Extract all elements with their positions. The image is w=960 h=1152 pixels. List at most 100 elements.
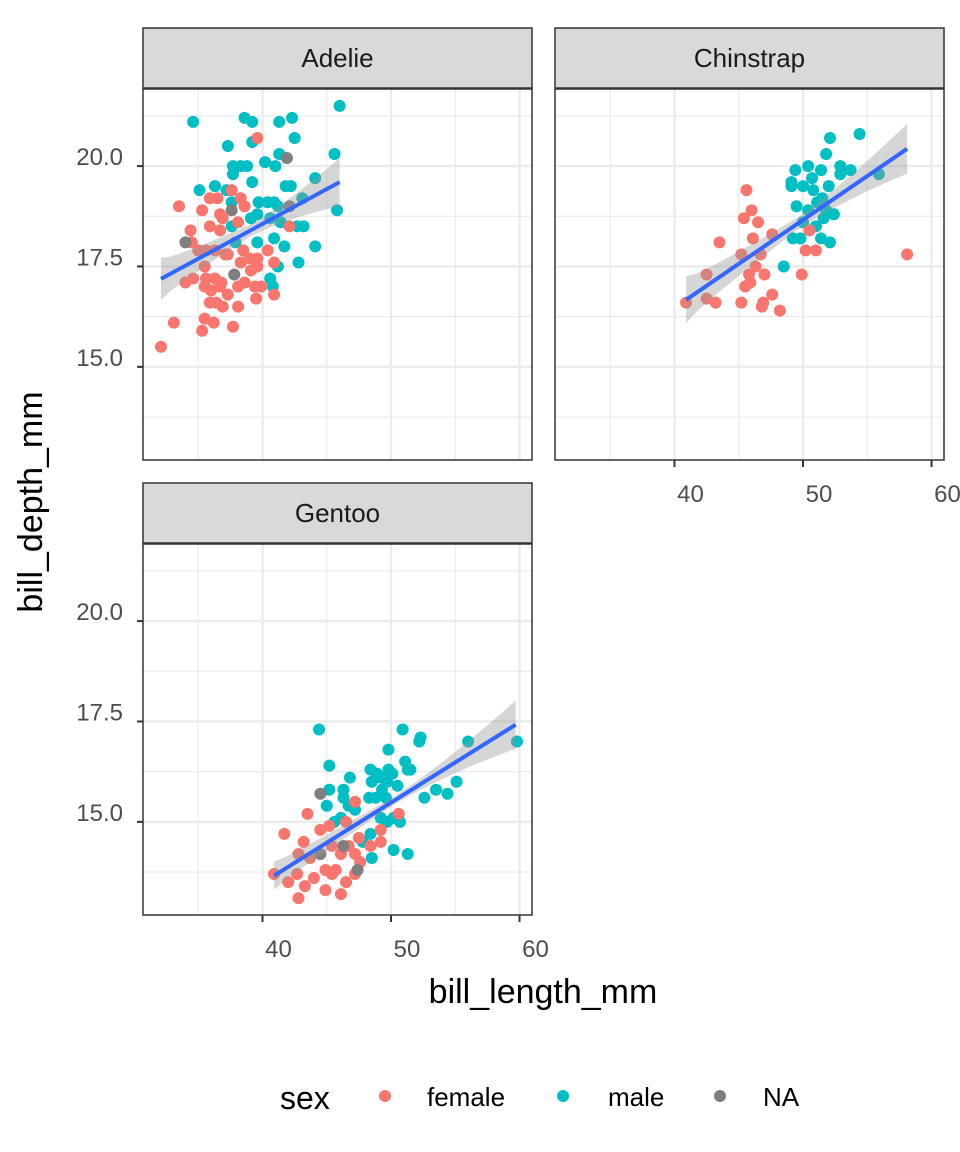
data-point-female: [225, 184, 238, 197]
data-point-male: [387, 843, 400, 856]
data-point-female: [364, 839, 377, 852]
data-point-male: [313, 723, 326, 736]
data-point-male: [806, 172, 819, 185]
data-point-male: [320, 799, 333, 812]
data-point-male: [241, 160, 254, 173]
data-point-na: [314, 787, 327, 800]
data-point-female: [744, 276, 757, 289]
data-point-male: [328, 148, 341, 161]
data-point-female: [232, 216, 245, 229]
regression-line: [273, 722, 517, 878]
panel-gentoo: Gentoo 15.0 17.5 20.0 40 50 60: [76, 482, 549, 963]
data-point-female: [154, 340, 167, 353]
data-point-female: [374, 823, 387, 836]
data-point-female: [349, 795, 362, 808]
data-point-male: [187, 115, 200, 128]
x-tick-label: 50: [394, 936, 421, 963]
data-point-male: [824, 236, 837, 249]
data-point-male: [309, 240, 322, 253]
data-point-male: [430, 783, 443, 796]
data-point-female: [250, 292, 263, 305]
data-point-female: [323, 819, 336, 832]
data-point-male: [221, 140, 234, 153]
data-point-female: [232, 300, 245, 313]
facet-strip-label: Chinstrap: [694, 43, 805, 73]
data-point-male: [404, 763, 417, 776]
data-point-na: [280, 152, 293, 165]
data-point-male: [323, 783, 336, 796]
data-point-male: [510, 735, 523, 748]
legend-key-female: [379, 1090, 391, 1102]
y-tick-label: 15.0: [76, 345, 123, 372]
data-point-female: [297, 835, 310, 848]
data-point-male: [794, 232, 807, 245]
regression-line: [160, 180, 341, 281]
data-point-male: [269, 160, 282, 173]
regression-line: [684, 147, 909, 302]
data-point-female: [234, 256, 247, 269]
data-point-female: [291, 868, 304, 881]
data-point-female: [251, 131, 264, 144]
confidence-band: [274, 700, 516, 890]
data-point-female: [766, 288, 779, 301]
x-tick-label: 60: [934, 481, 960, 508]
data-point-female: [803, 224, 816, 237]
legend-label-na: NA: [763, 1082, 800, 1112]
panel-chinstrap: Chinstrap 40 50 60: [554, 27, 960, 508]
data-point-male: [331, 204, 344, 217]
data-point-female: [334, 888, 347, 901]
data-point-male: [815, 232, 828, 245]
data-point-male: [789, 164, 802, 177]
data-point-male: [853, 127, 866, 140]
data-point-male: [259, 156, 272, 169]
data-point-na: [228, 268, 241, 281]
y-tick-label: 20.0: [76, 144, 123, 171]
data-point-female: [167, 316, 180, 329]
data-point-male: [462, 735, 475, 748]
data-point-male: [391, 779, 404, 792]
data-point-male: [450, 775, 463, 788]
data-point-female: [901, 248, 914, 261]
data-point-male: [246, 115, 259, 128]
data-point-male: [369, 791, 382, 804]
y-tick-label: 15.0: [76, 800, 123, 827]
facet-strip-label: Adelie: [301, 43, 373, 73]
data-point-female: [799, 244, 812, 257]
data-point-male: [364, 827, 377, 840]
data-point-female: [211, 192, 224, 205]
data-point-female: [261, 244, 274, 257]
data-point-male: [441, 787, 454, 800]
data-point-male: [797, 180, 810, 193]
panel-adelie: Adelie 15.0 17.5 20.0: [76, 27, 533, 461]
x-tick-label: 60: [522, 936, 549, 963]
data-point-male: [278, 240, 291, 253]
data-point-female: [268, 288, 281, 301]
data-point-male: [827, 208, 840, 221]
legend-label-female: female: [427, 1082, 505, 1112]
data-point-female: [713, 236, 726, 249]
data-point-male: [379, 791, 392, 804]
data-point-female: [226, 320, 239, 333]
data-point-female: [735, 248, 748, 261]
data-point-male: [807, 184, 820, 197]
data-point-male: [274, 216, 287, 229]
x-tick-label: 50: [806, 481, 833, 508]
data-point-female: [203, 220, 216, 233]
data-point-female: [740, 184, 753, 197]
data-point-female: [172, 200, 185, 213]
data-point-male: [382, 743, 395, 756]
data-point-na: [351, 864, 364, 877]
data-point-female: [700, 292, 713, 305]
data-point-male: [365, 775, 378, 788]
data-point-male: [271, 200, 284, 213]
data-point-female: [758, 268, 771, 281]
data-point-female: [745, 204, 758, 217]
data-point-na: [337, 839, 350, 852]
data-point-male: [273, 115, 286, 128]
data-point-female: [187, 272, 200, 285]
data-point-na: [225, 204, 238, 217]
data-point-male: [834, 168, 847, 181]
legend-label-male: male: [608, 1082, 664, 1112]
data-point-male: [226, 168, 239, 181]
